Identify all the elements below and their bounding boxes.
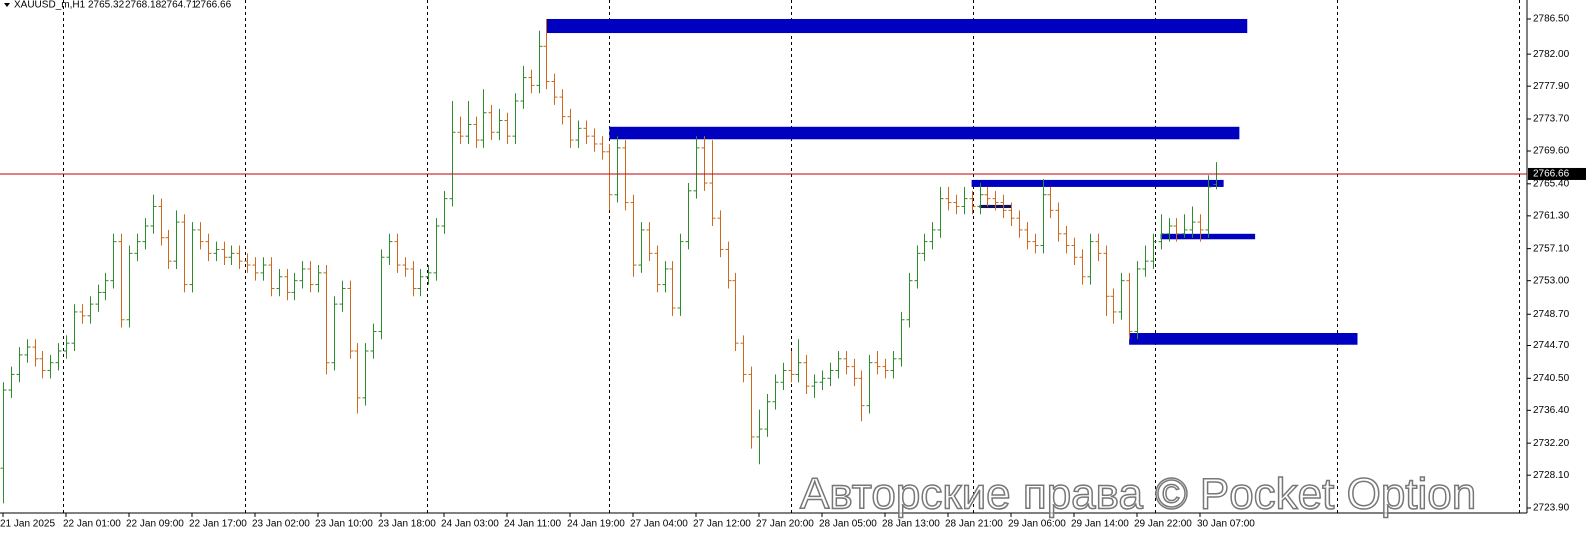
ohlc-high: 2768.18 <box>125 0 162 11</box>
x-tick-label: 24 Jan 03:00 <box>441 519 499 530</box>
x-tick-label: 29 Jan 14:00 <box>1071 519 1129 530</box>
x-tick-label: 24 Jan 19:00 <box>567 519 625 530</box>
y-tick-label: 2786.50 <box>1533 14 1570 25</box>
symbol-label: XAUUSD_m,H1 <box>14 0 86 11</box>
x-tick-label: 23 Jan 02:00 <box>252 519 310 530</box>
y-tick-label: 2723.90 <box>1533 503 1570 514</box>
menu-triangle[interactable] <box>4 3 10 7</box>
x-tick-label: 23 Jan 10:00 <box>315 519 373 530</box>
x-tick-label: 29 Jan 22:00 <box>1134 519 1192 530</box>
x-tick-label: 23 Jan 18:00 <box>378 519 436 530</box>
watermark: Авторские права © Pocket Option <box>800 470 1476 519</box>
y-tick-label: 2740.50 <box>1533 373 1570 384</box>
y-tick-label: 2777.90 <box>1533 81 1570 92</box>
zone <box>1129 333 1358 345</box>
x-tick-label: 27 Jan 12:00 <box>693 519 751 530</box>
period-separators <box>63 0 1520 513</box>
ohlc-open: 2765.32 <box>88 0 125 11</box>
y-tick-label: 2769.60 <box>1533 146 1570 157</box>
ohlc-close: 2766.66 <box>195 0 232 11</box>
y-tick-label: 2728.10 <box>1533 470 1570 481</box>
y-tick-label: 2748.70 <box>1533 309 1570 320</box>
zone <box>971 179 1224 187</box>
y-tick-label: 2757.10 <box>1533 243 1570 254</box>
x-tick-label: 28 Jan 13:00 <box>882 519 940 530</box>
y-tick-label: 2736.40 <box>1533 405 1570 416</box>
x-tick-label: 30 Jan 07:00 <box>1197 519 1255 530</box>
y-tick-label: 2765.40 <box>1533 178 1570 189</box>
x-tick-label: 29 Jan 06:00 <box>1008 519 1066 530</box>
x-tick-label: 21 Jan 2025 <box>0 519 55 530</box>
zone <box>546 18 1248 34</box>
zone <box>609 126 1240 140</box>
y-tick-label: 2782.00 <box>1533 49 1570 60</box>
x-tick-label: 22 Jan 01:00 <box>63 519 121 530</box>
x-tick-label: 22 Jan 09:00 <box>126 519 184 530</box>
y-tick-label: 2753.00 <box>1533 275 1570 286</box>
x-tick-label: 24 Jan 11:00 <box>504 519 562 530</box>
price-label: 2766.66 <box>1533 169 1570 180</box>
x-tick-label: 28 Jan 05:00 <box>819 519 877 530</box>
y-tick-label: 2732.20 <box>1533 438 1570 449</box>
x-tick-label: 22 Jan 17:00 <box>189 519 247 530</box>
x-tick-label: 27 Jan 20:00 <box>756 519 814 530</box>
y-tick-label: 2761.30 <box>1533 210 1570 221</box>
y-tick-label: 2744.70 <box>1533 340 1570 351</box>
bars <box>0 18 1220 504</box>
x-tick-label: 27 Jan 04:00 <box>630 519 688 530</box>
x-tick-label: 28 Jan 21:00 <box>945 519 1003 530</box>
price-label-box <box>1528 167 1586 180</box>
ohlc-low: 2764.71 <box>161 0 198 11</box>
zones <box>546 18 1358 345</box>
zone <box>1160 233 1256 240</box>
y-tick-label: 2773.70 <box>1533 114 1570 125</box>
